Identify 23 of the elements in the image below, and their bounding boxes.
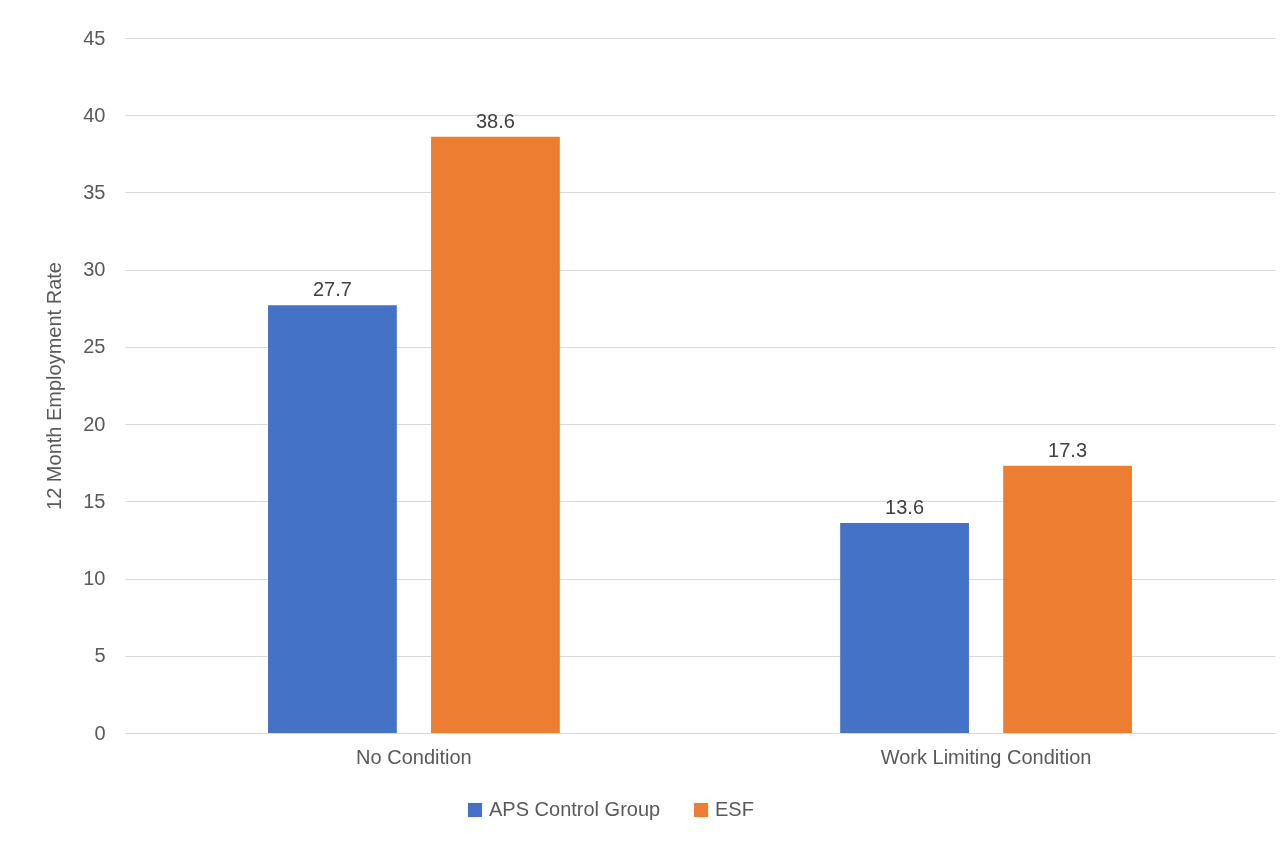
bar	[431, 136, 560, 733]
data-label: 17.3	[1048, 438, 1088, 461]
y-tick-label: 25	[83, 335, 106, 358]
y-tick-label: 35	[83, 180, 106, 203]
bar	[1003, 465, 1132, 733]
y-tick-label: 40	[83, 103, 106, 126]
x-tick-label: No Condition	[356, 745, 472, 768]
y-tick-label: 5	[94, 644, 106, 667]
data-label: 13.6	[885, 495, 925, 518]
y-tick-label: 0	[94, 721, 106, 744]
y-tick-label: 20	[83, 412, 106, 435]
data-label: 27.7	[312, 278, 352, 301]
y-tick-label: 15	[83, 489, 106, 512]
bar	[268, 305, 397, 733]
legend-label: APS Control Group	[489, 798, 661, 820]
y-axis-title: 12 Month Employment Rate	[43, 262, 66, 510]
legend-label: ESF	[715, 798, 754, 820]
data-label: 38.6	[475, 109, 515, 132]
y-tick-label: 10	[83, 567, 106, 590]
bar	[840, 522, 969, 733]
y-tick-label: 30	[83, 258, 106, 281]
x-tick-label: Work Limiting Condition	[880, 745, 1092, 768]
y-tick-label: 45	[83, 26, 106, 49]
